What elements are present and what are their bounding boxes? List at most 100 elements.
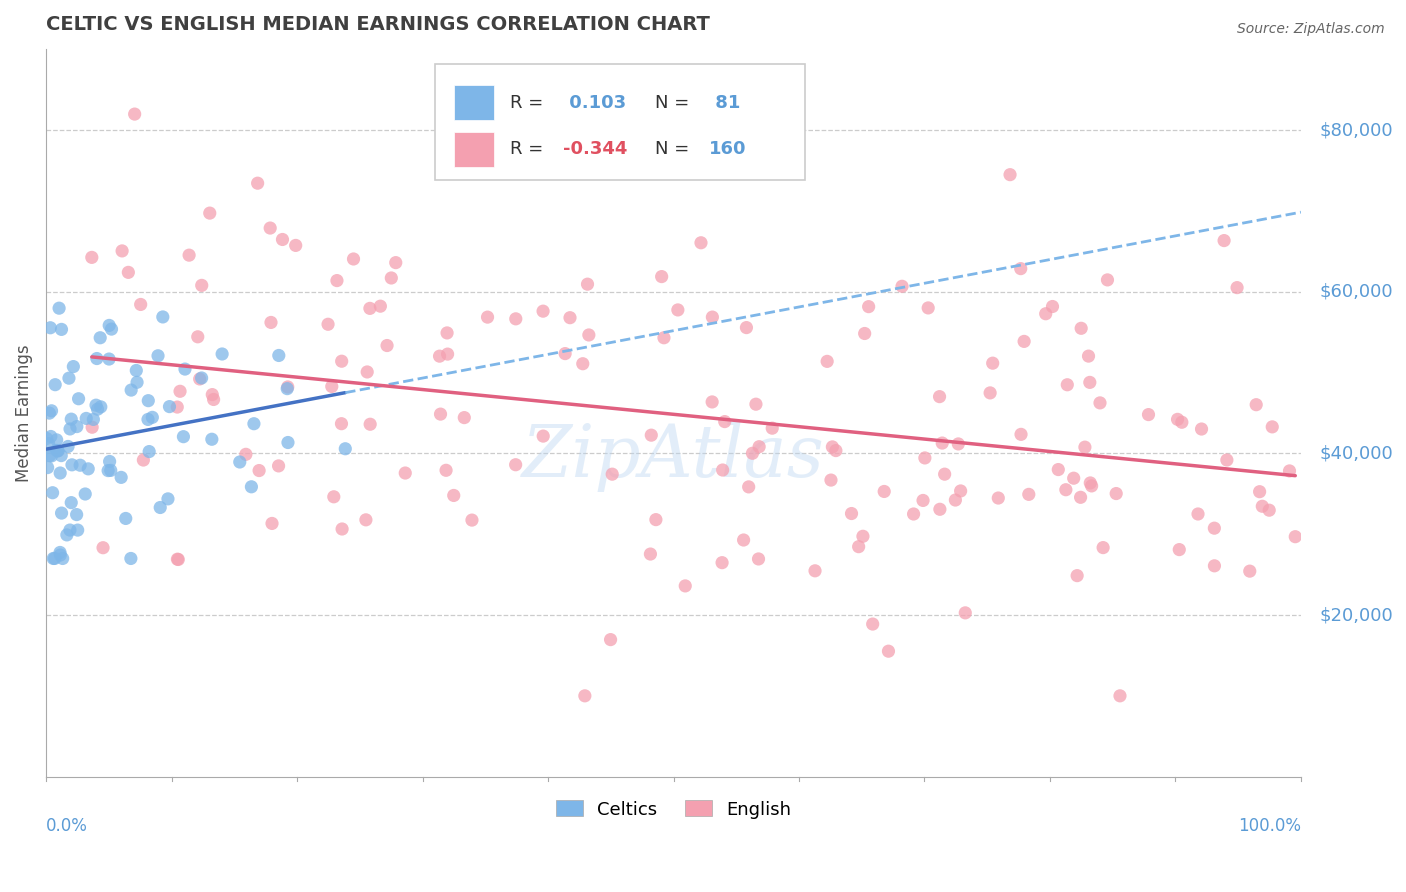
Point [477, 310, 499, 325]
Point [322, 490, 344, 504]
Point [873, 484, 896, 499]
Point [644, 513, 666, 527]
Point [599, 632, 621, 647]
Point [820, 473, 842, 487]
Point [949, 483, 972, 498]
Point [354, 513, 377, 527]
Point [1109, 689, 1132, 703]
Point [640, 547, 662, 561]
Point [505, 311, 527, 326]
Point [1191, 422, 1213, 436]
Point [852, 529, 875, 543]
Point [917, 301, 939, 315]
Point [59, 422, 82, 436]
Point [69, 458, 91, 473]
Point [690, 235, 713, 250]
Point [330, 417, 353, 431]
Point [62, 359, 84, 374]
Point [90, 400, 112, 414]
Point [848, 540, 870, 554]
Point [600, 467, 623, 482]
Point [149, 500, 172, 515]
Point [35, 432, 58, 446]
Point [987, 491, 1010, 505]
Point [359, 417, 381, 432]
Point [1244, 398, 1267, 412]
Point [928, 502, 950, 516]
Point [152, 310, 174, 324]
Point [67, 392, 90, 406]
Point [1216, 453, 1239, 467]
Text: $40,000: $40,000 [1320, 444, 1393, 462]
Y-axis label: Median Earnings: Median Earnings [15, 344, 32, 482]
FancyBboxPatch shape [454, 132, 494, 167]
Point [815, 354, 838, 368]
Point [1078, 376, 1101, 390]
Text: ZipAtlas: ZipAtlas [522, 421, 825, 491]
Point [51, 506, 73, 520]
Point [58, 371, 80, 385]
Point [578, 328, 600, 343]
Point [60, 495, 83, 509]
Point [461, 513, 484, 527]
Point [1056, 377, 1078, 392]
Point [853, 326, 876, 341]
Point [60, 458, 83, 472]
Point [235, 447, 257, 461]
Point [1010, 427, 1032, 442]
Point [928, 390, 950, 404]
Point [80, 251, 103, 265]
Point [1054, 483, 1077, 497]
Point [77, 462, 100, 476]
Point [321, 379, 343, 393]
Point [1239, 564, 1261, 578]
Point [167, 552, 190, 566]
Point [211, 347, 233, 361]
Point [100, 463, 122, 477]
Point [276, 382, 298, 396]
Text: 100.0%: 100.0% [1237, 816, 1301, 835]
FancyBboxPatch shape [434, 64, 806, 180]
Point [1204, 558, 1226, 573]
Point [945, 493, 967, 508]
Point [640, 428, 662, 442]
Point [41, 449, 63, 463]
Point [531, 429, 554, 443]
Point [1042, 300, 1064, 314]
Point [1070, 491, 1092, 505]
Point [747, 552, 769, 566]
Point [132, 453, 155, 467]
Point [86, 351, 108, 366]
Text: R =: R = [510, 140, 550, 158]
Point [277, 380, 299, 394]
Text: -0.344: -0.344 [564, 140, 627, 158]
Point [1261, 420, 1284, 434]
Point [821, 440, 844, 454]
Point [1278, 464, 1301, 478]
Point [737, 480, 759, 494]
Point [114, 511, 136, 525]
Point [100, 322, 122, 336]
Point [240, 480, 263, 494]
Text: N =: N = [655, 94, 695, 112]
Point [1070, 321, 1092, 335]
Point [49, 548, 72, 562]
Point [1168, 542, 1191, 557]
Text: 160: 160 [709, 140, 747, 158]
Point [1066, 568, 1088, 582]
Point [1258, 503, 1281, 517]
Point [41, 485, 63, 500]
Point [45, 443, 67, 458]
Point [166, 552, 188, 566]
Point [1074, 440, 1097, 454]
Point [914, 450, 936, 465]
Point [247, 464, 270, 478]
Point [39, 320, 62, 334]
Point [91, 541, 114, 555]
Point [198, 206, 221, 220]
Point [735, 320, 758, 334]
Point [979, 385, 1001, 400]
Point [804, 564, 827, 578]
Point [120, 551, 142, 566]
Point [673, 579, 696, 593]
